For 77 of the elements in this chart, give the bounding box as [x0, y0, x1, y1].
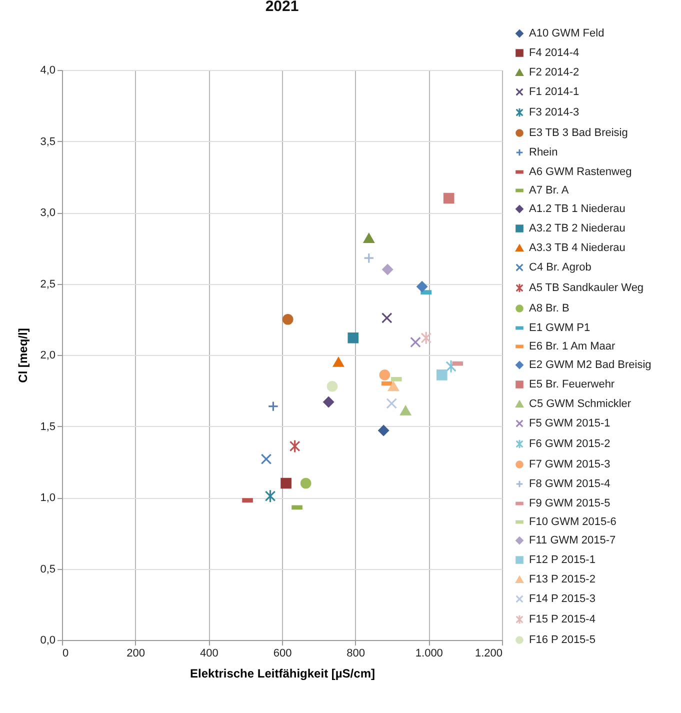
point [416, 281, 428, 292]
point [300, 478, 312, 489]
y-tick-label: 3,0 [40, 207, 56, 219]
legend-label: F9 GWM 2015-5 [529, 498, 610, 510]
legend-label: A10 GWM Feld [529, 28, 604, 40]
y-tick-label: 3,5 [40, 136, 56, 148]
legend-label: F6 GWM 2015-2 [529, 438, 610, 450]
legend-label: F1 2014-1 [529, 86, 580, 98]
point [260, 454, 272, 464]
point [333, 357, 344, 367]
y-tick-label: 0,5 [40, 563, 56, 576]
point [363, 252, 374, 264]
point [446, 360, 456, 374]
legend-label: E1 GWM P1 [529, 322, 590, 334]
legend-label: C4 Br. Agrob [529, 262, 592, 274]
point [326, 380, 338, 392]
x-tick-label: 1.200 [474, 648, 502, 660]
point [410, 336, 421, 348]
legend-label: E6 Br. 1 Am Maar [529, 340, 616, 352]
point [323, 396, 334, 408]
legend-label: A1.2 TB 1 Niederau [529, 203, 626, 215]
legend-label: F15 P 2015-4 [529, 614, 596, 626]
point [264, 489, 276, 503]
chart-title: 2021 [265, 0, 299, 15]
legend-label: A7 Br. A [529, 184, 570, 196]
x-tick-label: 0 [62, 648, 69, 660]
point [378, 425, 389, 436]
x-tick-label: 800 [346, 648, 366, 660]
y-tick-label: 0,0 [40, 634, 56, 646]
legend-label: F16 P 2015-5 [529, 634, 596, 646]
legend-label: C5 GWM Schmickler [529, 398, 632, 410]
legend-label: F5 GWM 2015-1 [529, 418, 610, 430]
x-tick-label: 600 [273, 648, 292, 660]
x-tick-label: 400 [200, 648, 218, 660]
y-axis-title: Cl [meq/l] [16, 328, 30, 383]
legend-label: A5 TB Sandkauler Weg [529, 282, 644, 294]
legend-label: A6 GWM Rastenweg [529, 166, 632, 178]
y-tick-label: 4,0 [40, 64, 56, 76]
x-tick-label: 200 [126, 648, 146, 660]
point [289, 439, 300, 453]
point [436, 370, 448, 380]
legend-label: Rhein [529, 146, 558, 158]
legend-label: F3 2014-3 [529, 106, 580, 118]
point [282, 314, 294, 325]
legend-label: F13 P 2015-2 [529, 574, 596, 586]
y-tick-label: 1,0 [40, 492, 56, 504]
legend-label: E2 GWM M2 Bad Breisig [529, 359, 652, 371]
legend-label: F2 2014-2 [529, 66, 580, 78]
legend-label: F12 P 2015-1 [529, 554, 596, 566]
point [268, 400, 279, 412]
y-tick-label: 1,5 [40, 420, 56, 433]
point [386, 398, 398, 409]
x-axis-title: Elektrische Leitfähigkeit [µS/cm] [190, 666, 375, 680]
point [379, 370, 390, 380]
legend-label: F11 GWM 2015-7 [529, 534, 616, 546]
legend-label: F7 GWM 2015-3 [529, 458, 610, 470]
legend-label: F10 GWM 2015-6 [529, 516, 616, 528]
legend-label: F14 P 2015-3 [529, 593, 596, 605]
x-tick-label: 1.000 [415, 648, 443, 660]
legend-label: E3 TB 3 Bad Breisig [529, 127, 628, 139]
y-tick-label: 2,5 [40, 278, 56, 290]
point [388, 382, 399, 392]
legend-label: E5 Br. Feuerwehr [529, 378, 615, 390]
legend-label: F4 2014-4 [529, 47, 580, 59]
point [420, 331, 432, 345]
point [280, 478, 292, 489]
point [443, 192, 454, 204]
point [400, 406, 411, 416]
legend-label: A8 Br. B [529, 302, 570, 314]
point [381, 312, 392, 324]
legend-label: A3.2 TB 2 Niederau [529, 222, 626, 234]
point [348, 332, 359, 344]
legend-label: A3.3 TB 4 Niederau [529, 242, 626, 254]
point [382, 264, 394, 275]
y-tick-label: 2,0 [40, 350, 56, 362]
legend-label: F8 GWM 2015-4 [529, 478, 610, 490]
point [363, 233, 374, 243]
